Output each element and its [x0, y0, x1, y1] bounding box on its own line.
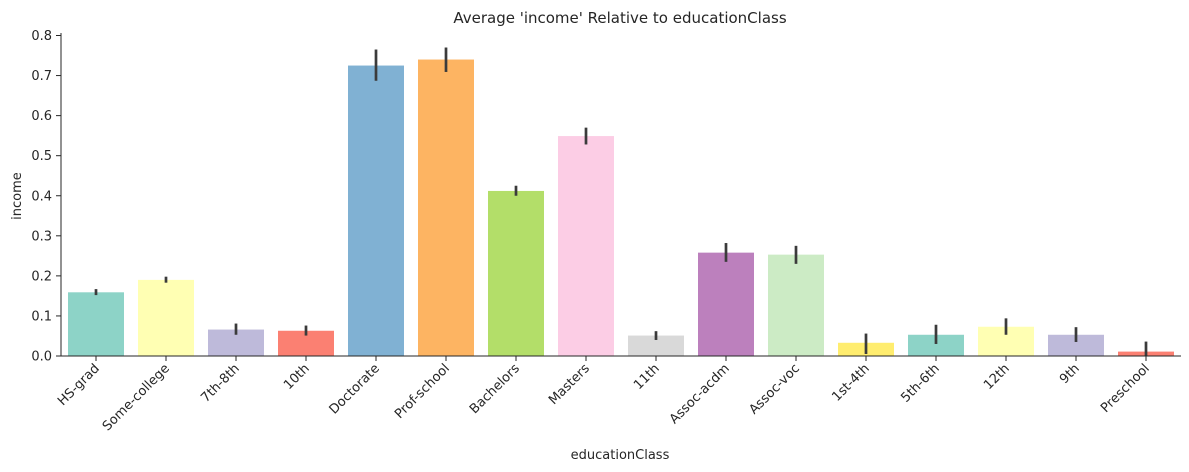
- chart-title: Average 'income' Relative to educationCl…: [453, 9, 786, 27]
- bar-prof-school: [418, 59, 474, 356]
- x-tick-label: 10th: [281, 361, 313, 393]
- x-tick-label: Assoc-voc: [746, 361, 802, 417]
- x-tick-label: HS-grad: [55, 361, 103, 409]
- x-tick-label: Masters: [546, 361, 593, 408]
- x-tick-label: 11th: [631, 361, 663, 393]
- y-tick-label: 0.3: [31, 229, 52, 244]
- bar-9th: [1048, 334, 1104, 356]
- y-tick-label: 0.6: [31, 109, 52, 124]
- y-axis-label: income: [10, 172, 25, 220]
- x-tick-label: Assoc-acdm: [667, 361, 733, 427]
- y-tick-label: 0.5: [31, 149, 52, 164]
- x-tick-label: Prof-school: [392, 361, 453, 422]
- bars: [68, 59, 1174, 356]
- bar-11th: [628, 335, 684, 356]
- y-tick-label: 0.2: [31, 269, 52, 284]
- bar-doctorate: [348, 65, 404, 356]
- bar-5th-6th: [908, 334, 964, 356]
- y-tick-label: 0.1: [31, 309, 52, 324]
- x-tick-label: 12th: [981, 361, 1013, 393]
- x-tick-label: Bachelors: [467, 361, 523, 417]
- bar-some-college: [138, 279, 194, 356]
- x-tick-label: 1st-4th: [829, 361, 872, 404]
- x-axis-label: educationClass: [571, 448, 670, 463]
- x-tick-label: 5th-6th: [898, 361, 942, 405]
- x-tick-label: 9th: [1057, 361, 1083, 387]
- x-tick-label: Preschool: [1098, 361, 1153, 416]
- y-axis-ticks: 0.0 0.1 0.2 0.3 0.4 0.5 0.6 0.7 0.8: [31, 29, 61, 365]
- x-tick-label: Doctorate: [327, 361, 383, 417]
- y-tick-label: 0.8: [31, 29, 52, 44]
- x-tick-label: 7th-8th: [198, 361, 242, 405]
- bar-bachelors: [488, 190, 544, 356]
- y-tick-label: 0.4: [31, 189, 52, 204]
- bar-assoc-acdm: [698, 252, 754, 356]
- bar-hs-grad: [68, 292, 124, 356]
- y-tick-label: 0.0: [31, 350, 52, 365]
- y-tick-label: 0.7: [31, 69, 52, 84]
- bar-masters: [558, 136, 614, 356]
- error-bars: [94, 47, 1148, 356]
- bar-assoc-voc: [768, 254, 824, 356]
- x-tick-label: Some-college: [100, 361, 173, 434]
